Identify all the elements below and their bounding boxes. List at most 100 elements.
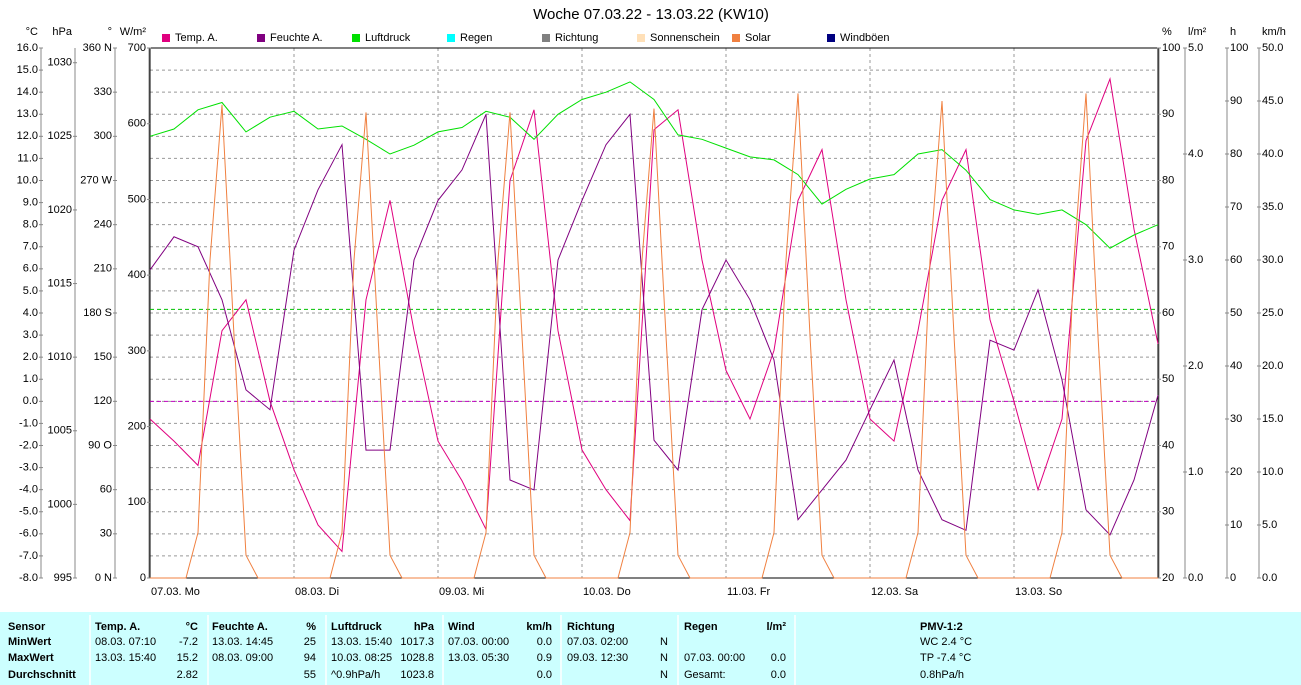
y-tick-label: 300 bbox=[94, 130, 112, 142]
legend-swatch bbox=[732, 34, 740, 42]
table-cell: 55 bbox=[304, 669, 316, 681]
y-tick-label: 10.0 bbox=[17, 174, 38, 186]
y-tick-label: 270 W bbox=[80, 174, 112, 186]
table-cell: 10.03. 08:25 bbox=[331, 652, 392, 664]
table-label: 0.8hPa/h bbox=[920, 669, 964, 681]
legend-swatch bbox=[162, 34, 170, 42]
table-cell: 0.0 bbox=[537, 669, 552, 681]
table-header: hPa bbox=[414, 621, 435, 633]
y-tick-label: 70 bbox=[1162, 241, 1174, 253]
table-label: TP -7.4 °C bbox=[920, 652, 971, 664]
table-label: Durchschnitt bbox=[8, 669, 76, 681]
axis-unit: l/m² bbox=[1188, 26, 1207, 38]
y-tick-label: -6.0 bbox=[19, 528, 38, 540]
y-tick-label: 100 bbox=[1230, 42, 1248, 54]
table-header: Sensor bbox=[8, 621, 46, 633]
table-cell: 0.0 bbox=[771, 652, 786, 664]
y-tick-label: 60 bbox=[1162, 307, 1174, 319]
legend-swatch bbox=[447, 34, 455, 42]
y-tick-label: -4.0 bbox=[19, 484, 38, 496]
x-tick-label: 13.03. So bbox=[1015, 586, 1062, 598]
x-tick-label: 12.03. Sa bbox=[871, 586, 919, 598]
table-label: MinWert bbox=[8, 636, 52, 648]
x-tick-label: 09.03. Mi bbox=[439, 586, 484, 598]
y-tick-label: 90 O bbox=[88, 439, 112, 451]
y-tick-label: 0 bbox=[1230, 572, 1236, 584]
y-tick-label: 600 bbox=[128, 118, 146, 130]
y-tick-label: 25.0 bbox=[1262, 307, 1283, 319]
table-cell: N bbox=[660, 669, 668, 681]
y-tick-label: 12.0 bbox=[17, 130, 38, 142]
table-cell: 07.03. 00:00 bbox=[448, 636, 509, 648]
table-header: Regen bbox=[684, 621, 718, 633]
legend-label: Feuchte A. bbox=[270, 32, 323, 44]
y-tick-label: 180 S bbox=[83, 307, 112, 319]
table-header: Richtung bbox=[567, 621, 615, 633]
table-cell: 07.03. 00:00 bbox=[684, 652, 745, 664]
stats-panel bbox=[0, 612, 1301, 685]
y-tick-label: 10 bbox=[1230, 519, 1242, 531]
stats-table: Sensor MinWert MaxWert Durchschnitt Temp. A.… bbox=[8, 615, 972, 685]
table-header: km/h bbox=[526, 621, 552, 633]
y-tick-label: -3.0 bbox=[19, 461, 38, 473]
table-cell: 2.82 bbox=[177, 669, 198, 681]
y-tick-label: -8.0 bbox=[19, 572, 38, 584]
table-cell: 13.03. 15:40 bbox=[331, 636, 392, 648]
axis-unit: km/h bbox=[1262, 26, 1286, 38]
y-tick-label: 80 bbox=[1230, 148, 1242, 160]
table-cell: 1023.8 bbox=[400, 669, 434, 681]
y-tick-label: 35.0 bbox=[1262, 201, 1283, 213]
y-tick-label: 3.0 bbox=[1188, 254, 1203, 266]
y-tick-label: 120 bbox=[94, 395, 112, 407]
x-tick-label: 10.03. Do bbox=[583, 586, 631, 598]
table-header: Wind bbox=[448, 621, 475, 633]
y-tick-label: 80 bbox=[1162, 174, 1174, 186]
table-cell: 08.03. 07:10 bbox=[95, 636, 156, 648]
y-tick-label: 45.0 bbox=[1262, 95, 1283, 107]
table-cell: N bbox=[660, 636, 668, 648]
table-header: % bbox=[306, 621, 316, 633]
y-tick-label: 5.0 bbox=[1262, 519, 1277, 531]
y-tick-label: 50 bbox=[1230, 307, 1242, 319]
y-tick-label: 40 bbox=[1230, 360, 1242, 372]
y-tick-label: 30 bbox=[1162, 506, 1174, 518]
table-cell: 25 bbox=[304, 636, 316, 648]
y-tick-label: 0.0 bbox=[1188, 572, 1203, 584]
table-header: Feuchte A. bbox=[212, 621, 268, 633]
table-cell: 0.0 bbox=[537, 636, 552, 648]
table-cell: Gesamt: bbox=[684, 669, 726, 681]
table-header: °C bbox=[186, 621, 198, 633]
axis-unit: % bbox=[1162, 26, 1172, 38]
legend-swatch bbox=[257, 34, 265, 42]
y-tick-label: 700 bbox=[128, 42, 146, 54]
y-tick-label: 14.0 bbox=[17, 86, 38, 98]
x-tick-label: 11.03. Fr bbox=[727, 586, 771, 598]
table-cell: 0.9 bbox=[537, 652, 552, 664]
x-tick-label: 08.03. Di bbox=[295, 586, 339, 598]
y-tick-label: 70 bbox=[1230, 201, 1242, 213]
series-line bbox=[150, 93, 1158, 579]
y-tick-label: -7.0 bbox=[19, 550, 38, 562]
y-tick-label: 1025 bbox=[48, 130, 72, 142]
y-tick-label: 1.0 bbox=[1188, 466, 1203, 478]
y-tick-label: 15.0 bbox=[1262, 413, 1283, 425]
table-header: Luftdruck bbox=[331, 621, 383, 633]
y-tick-label: 20 bbox=[1162, 572, 1174, 584]
y-tick-label: -5.0 bbox=[19, 506, 38, 518]
axis-unit: °C bbox=[26, 26, 38, 38]
axis-unit: h bbox=[1230, 26, 1236, 38]
series-line bbox=[149, 81, 1159, 249]
table-cell: 13.03. 15:40 bbox=[95, 652, 156, 664]
table-cell: 13.03. 05:30 bbox=[448, 652, 509, 664]
legend-label: Temp. A. bbox=[175, 32, 218, 44]
legend-swatch bbox=[827, 34, 835, 42]
y-tick-label: 10.0 bbox=[1262, 466, 1283, 478]
y-tick-label: 50.0 bbox=[1262, 42, 1283, 54]
table-cell: 07.03. 02:00 bbox=[567, 636, 628, 648]
table-cell: -7.2 bbox=[179, 636, 198, 648]
y-tick-label: 1005 bbox=[48, 425, 72, 437]
legend-swatch bbox=[637, 34, 645, 42]
chart-title: Woche 07.03.22 - 13.03.22 (KW10) bbox=[533, 6, 769, 23]
y-tick-label: 30 bbox=[1230, 413, 1242, 425]
table-header: Temp. A. bbox=[95, 621, 140, 633]
